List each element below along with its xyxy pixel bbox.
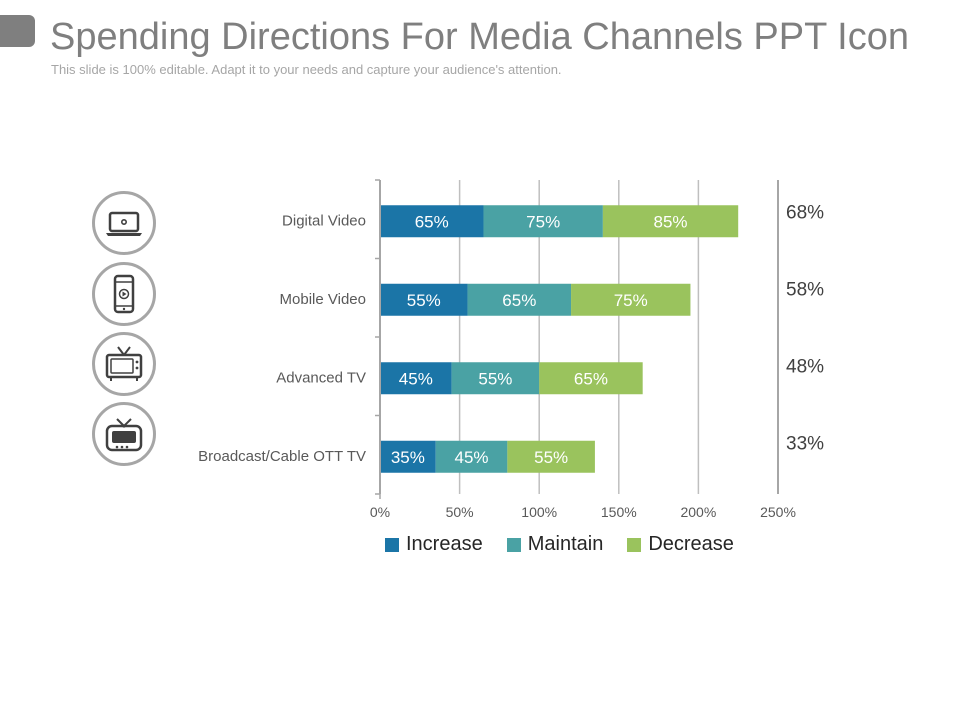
- bar-maintain: [451, 362, 540, 395]
- bar-increase: [380, 205, 484, 238]
- bar-data-label: 55%: [534, 448, 568, 467]
- laptop-icon: [92, 191, 156, 255]
- bar-decrease: [571, 283, 691, 316]
- legend-item-increase: Increase: [385, 533, 483, 556]
- x-tick-label: 250%: [760, 504, 796, 520]
- x-tick-label: 200%: [680, 504, 716, 520]
- legend-swatch-increase: [385, 537, 399, 552]
- legend-label-decrease: Decrease: [648, 533, 734, 555]
- retro-tv-icon: [92, 332, 156, 396]
- bar-data-label: 65%: [502, 291, 536, 310]
- legend-label-increase: Increase: [406, 533, 483, 555]
- bar-data-label: 35%: [391, 448, 425, 467]
- bar-data-label: 45%: [399, 369, 433, 388]
- legend-item-maintain: Maintain: [506, 533, 604, 556]
- bar-maintain: [435, 440, 508, 473]
- right-percent-label: 58%: [786, 279, 824, 300]
- bar-decrease: [602, 205, 739, 238]
- title-tab-marker: [0, 15, 35, 47]
- smartphone-icon: [92, 262, 156, 326]
- right-percent-label: 48%: [786, 356, 824, 377]
- bar-increase: [380, 283, 468, 316]
- x-tick-label: 50%: [446, 504, 474, 520]
- slide-title: Spending Directions For Media Channels P…: [50, 16, 909, 58]
- bar-increase: [380, 440, 436, 473]
- bar-data-label: 55%: [478, 369, 512, 388]
- bar-maintain: [483, 205, 603, 238]
- slide-subtitle: This slide is 100% editable. Adapt it to…: [51, 62, 562, 77]
- bar-data-label: 85%: [654, 212, 688, 231]
- category-label: Advanced TV: [276, 369, 366, 386]
- legend-label-maintain: Maintain: [527, 533, 604, 555]
- x-tick-label: 150%: [601, 504, 637, 520]
- right-percent-label: 33%: [786, 433, 824, 454]
- legend-swatch-maintain: [506, 537, 521, 552]
- bar-data-label: 75%: [526, 212, 560, 231]
- category-label: Mobile Video: [280, 291, 366, 308]
- right-percent-label: 68%: [786, 202, 824, 223]
- x-tick-label: 100%: [521, 504, 557, 520]
- bar-data-label: 75%: [614, 291, 648, 310]
- legend-swatch-decrease: [627, 537, 642, 552]
- bar-data-label: 45%: [455, 448, 489, 467]
- broadcast-tv-icon: [92, 402, 156, 466]
- category-label: Digital Video: [282, 212, 366, 229]
- legend-item-decrease: Decrease: [627, 533, 734, 556]
- bar-increase: [380, 362, 452, 395]
- chart-legend: Increase Maintain Decrease: [385, 533, 758, 556]
- category-label: Broadcast/Cable OTT TV: [198, 448, 366, 465]
- bar-decrease: [507, 440, 595, 473]
- x-tick-label: 0%: [370, 504, 390, 520]
- bar-maintain: [467, 283, 572, 316]
- bar-decrease: [539, 362, 643, 395]
- bar-data-label: 65%: [574, 369, 608, 388]
- bar-data-label: 55%: [407, 291, 441, 310]
- bar-data-label: 65%: [415, 212, 449, 231]
